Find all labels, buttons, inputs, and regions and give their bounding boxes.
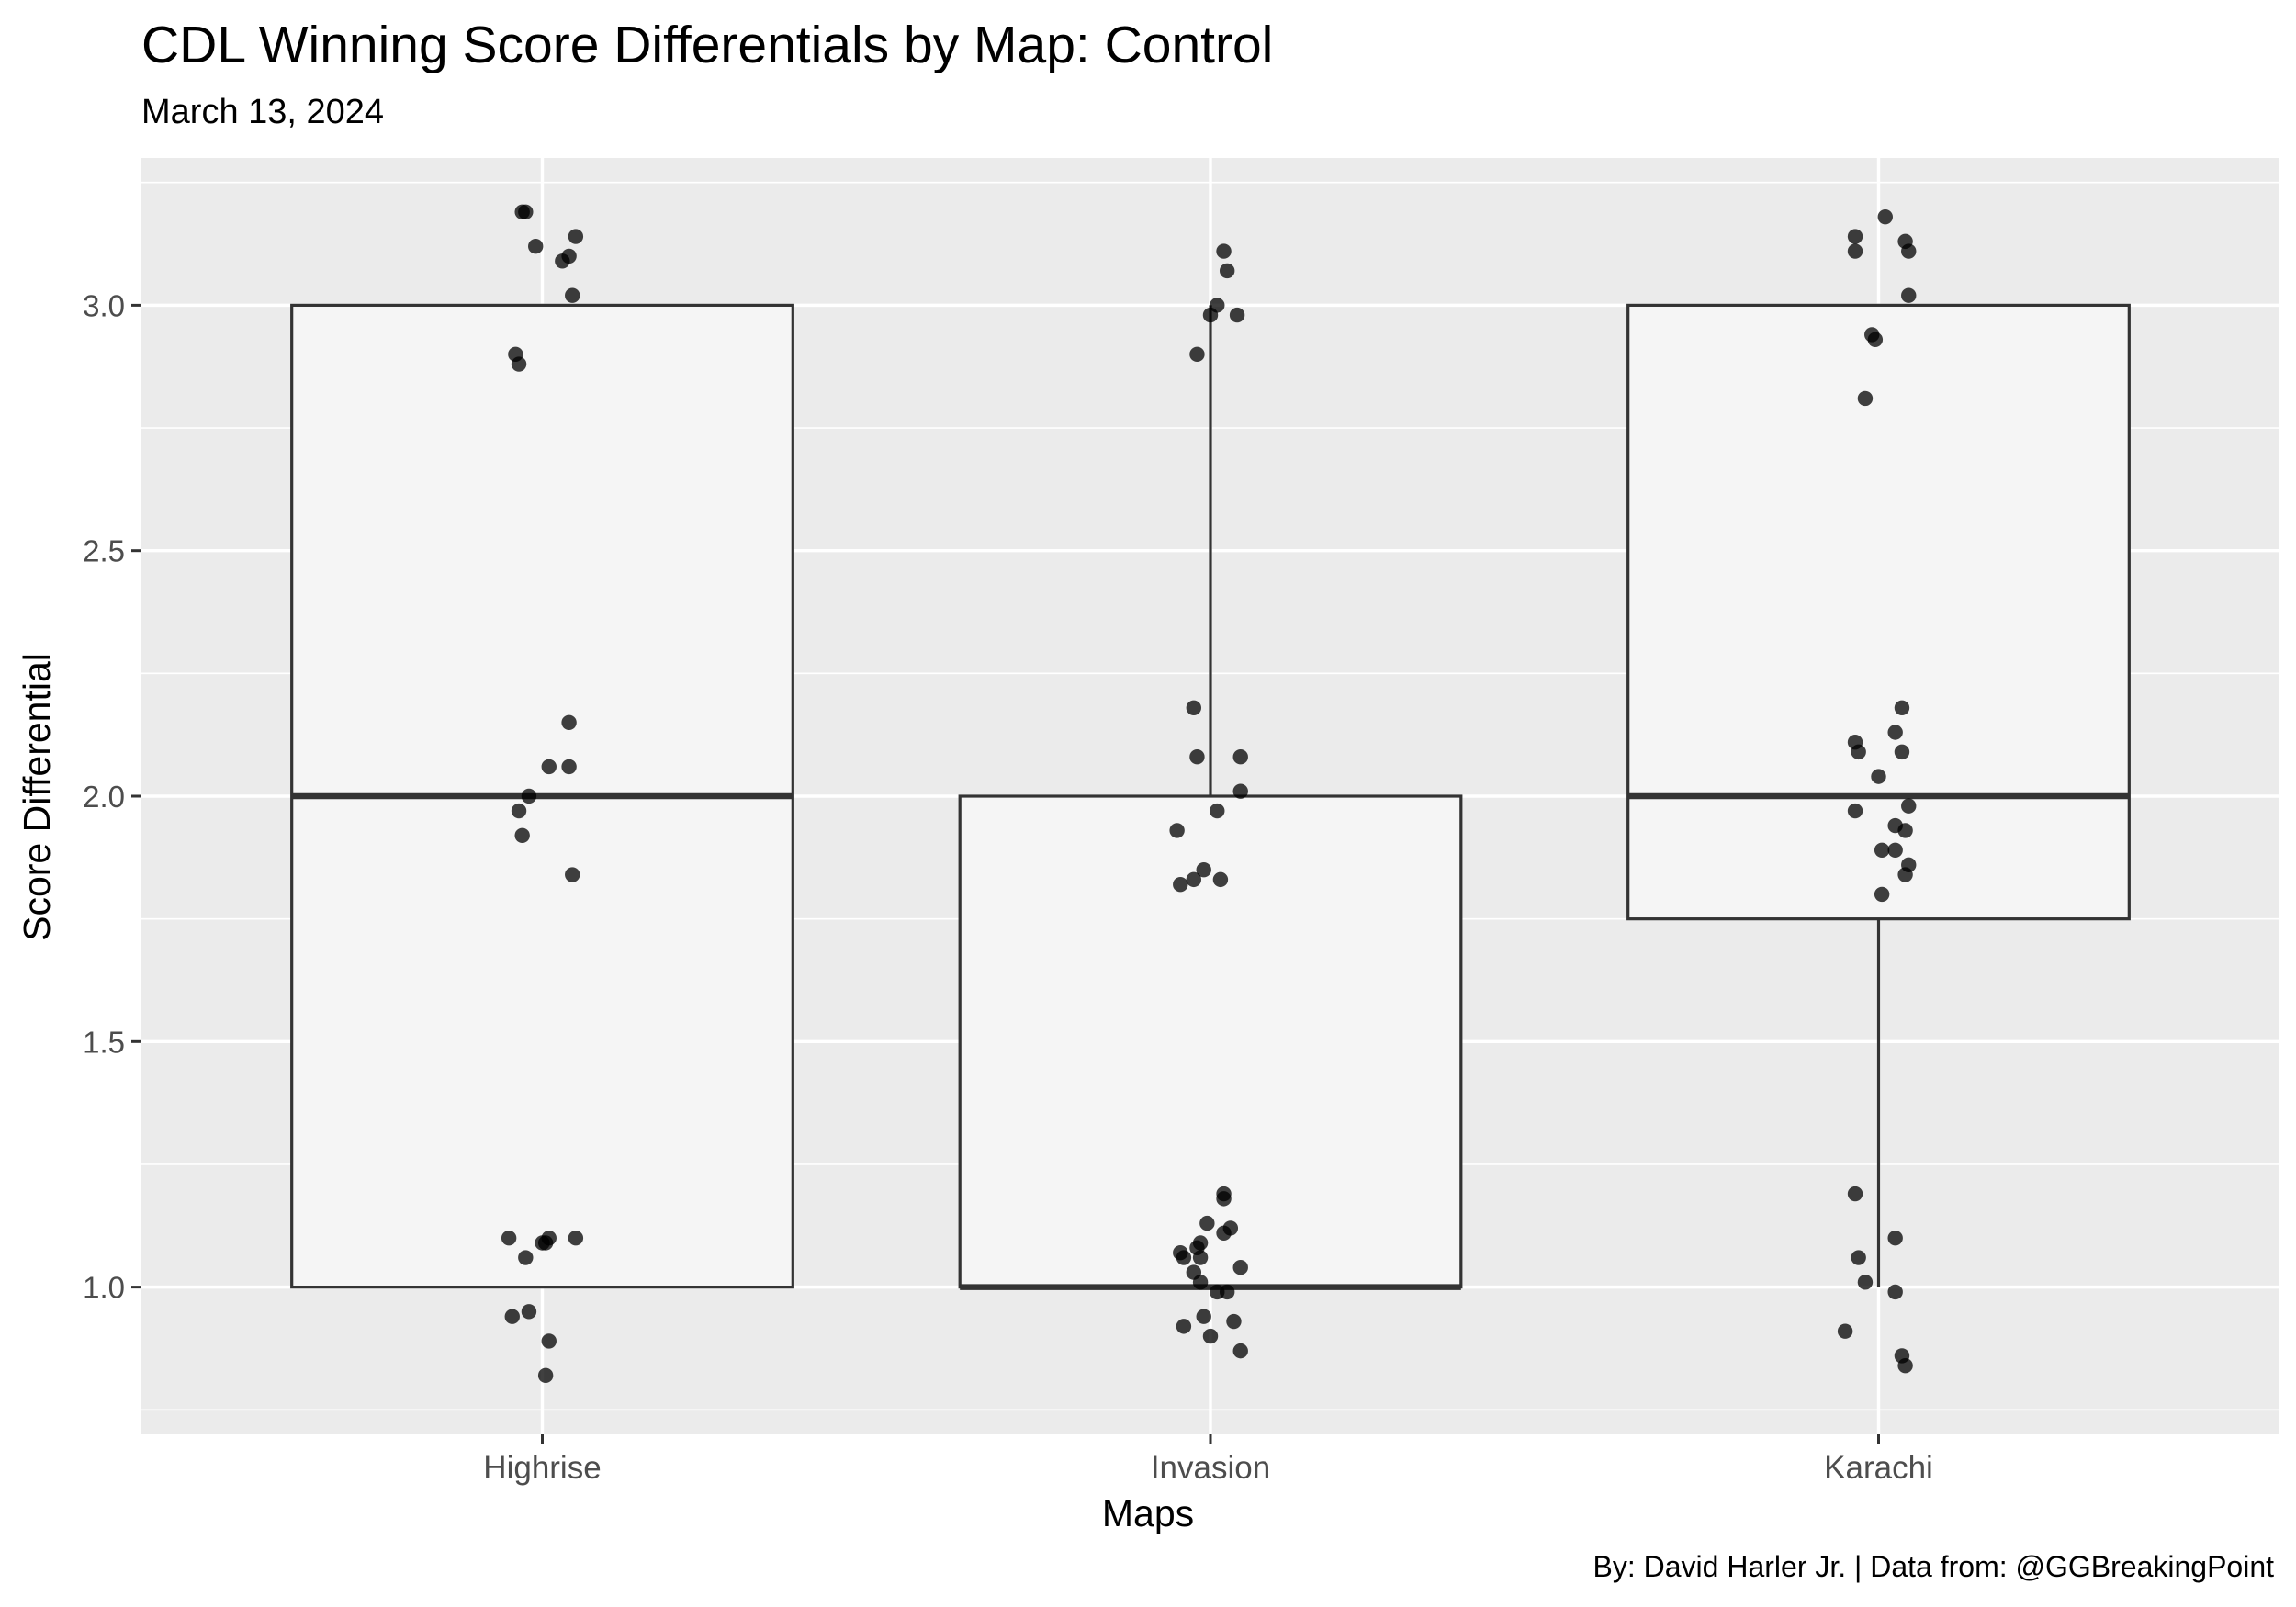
data-point-karachi (1847, 243, 1863, 259)
data-point-invasion (1196, 1309, 1211, 1324)
data-point-karachi (1847, 803, 1863, 819)
data-point-invasion (1186, 700, 1202, 715)
data-point-highrise (511, 803, 527, 819)
data-point-invasion (1216, 1191, 1232, 1207)
box-karachi (1626, 303, 2131, 921)
data-point-karachi (1851, 744, 1866, 760)
data-point-karachi (1894, 744, 1910, 760)
data-point-karachi (1887, 1284, 1903, 1300)
data-point-highrise (561, 714, 577, 731)
y-tick-label: 1.5 (83, 1025, 125, 1059)
x-tick-label-karachi: Karachi (1824, 1450, 1933, 1486)
data-point-invasion (1232, 783, 1248, 799)
data-point-karachi (1847, 1186, 1863, 1202)
x-tick-label-highrise: Highrise (483, 1450, 601, 1486)
data-point-highrise (541, 759, 557, 775)
data-point-invasion (1229, 307, 1245, 323)
data-point-invasion (1232, 1343, 1248, 1359)
data-point-karachi (1897, 823, 1913, 838)
data-point-highrise (521, 788, 537, 804)
data-point-invasion (1202, 1328, 1219, 1344)
box-invasion (958, 794, 1463, 1289)
data-point-karachi (1857, 1275, 1874, 1290)
y-tick-label: 3.0 (83, 288, 125, 322)
data-point-highrise (521, 1304, 537, 1320)
data-point-invasion (1199, 1215, 1215, 1231)
data-point-highrise (537, 1367, 554, 1384)
data-point-invasion (1232, 1260, 1248, 1275)
data-point-invasion (1212, 871, 1229, 888)
data-point-karachi (1887, 725, 1903, 740)
data-point-invasion (1176, 1250, 1192, 1265)
data-point-karachi (1901, 287, 1917, 303)
data-point-karachi (1897, 867, 1913, 882)
data-point-invasion (1173, 877, 1188, 893)
y-tick-label: 1.0 (83, 1271, 125, 1305)
data-point-highrise (568, 1230, 584, 1246)
data-point-highrise (528, 239, 544, 254)
chart-title: CDL Winning Score Differentials by Map: … (141, 16, 1274, 74)
data-point-karachi (1857, 390, 1874, 407)
data-point-karachi (1851, 1250, 1866, 1265)
data-point-highrise (504, 1309, 520, 1324)
data-point-highrise (501, 1230, 517, 1246)
data-point-invasion (1210, 803, 1225, 819)
x-tick-label-invasion: Invasion (1151, 1450, 1270, 1486)
data-point-invasion (1189, 749, 1205, 765)
data-point-karachi (1887, 1230, 1903, 1246)
data-point-invasion (1176, 1319, 1192, 1334)
data-point-highrise (561, 759, 577, 775)
data-point-highrise (565, 867, 580, 882)
data-point-highrise (511, 356, 527, 372)
data-point-karachi (1867, 332, 1884, 348)
data-point-invasion (1192, 1250, 1209, 1265)
data-point-karachi (1871, 769, 1886, 784)
data-point-invasion (1219, 263, 1235, 279)
data-point-highrise (565, 287, 580, 303)
data-point-highrise (518, 1250, 534, 1265)
data-point-karachi (1894, 700, 1910, 715)
data-point-karachi (1901, 243, 1917, 259)
data-point-invasion (1196, 861, 1211, 878)
y-axis-label: Score Differential (16, 653, 58, 941)
data-point-invasion (1226, 1313, 1242, 1330)
data-point-invasion (1189, 346, 1205, 363)
x-axis-label: Maps (1101, 1492, 1195, 1534)
data-point-karachi (1887, 842, 1903, 859)
data-point-invasion (1186, 871, 1202, 888)
data-point-invasion (1216, 1225, 1232, 1242)
data-point-karachi (1874, 842, 1890, 859)
data-point-invasion (1202, 307, 1219, 323)
data-point-invasion (1169, 823, 1185, 838)
data-point-karachi (1877, 208, 1893, 225)
y-tick-label: 2.5 (83, 534, 125, 568)
data-point-karachi (1901, 798, 1917, 814)
data-point-invasion (1192, 1275, 1209, 1290)
data-point-invasion (1219, 1284, 1235, 1300)
data-point-invasion (1232, 749, 1248, 765)
y-tick-label: 2.0 (83, 780, 125, 814)
data-point-highrise (537, 1235, 554, 1251)
data-point-karachi (1847, 229, 1863, 244)
data-point-karachi (1837, 1323, 1853, 1339)
data-point-invasion (1216, 243, 1232, 259)
data-point-karachi (1897, 1357, 1913, 1374)
data-point-highrise (568, 229, 584, 244)
data-point-highrise (561, 248, 577, 264)
data-point-karachi (1874, 886, 1890, 903)
data-point-highrise (514, 827, 530, 843)
chart-subtitle: March 13, 2024 (141, 93, 385, 131)
data-point-highrise (541, 1333, 557, 1349)
data-point-highrise (518, 204, 534, 220)
chart-caption: By: David Harler Jr. | Data from: @GGBre… (1593, 1550, 2274, 1583)
